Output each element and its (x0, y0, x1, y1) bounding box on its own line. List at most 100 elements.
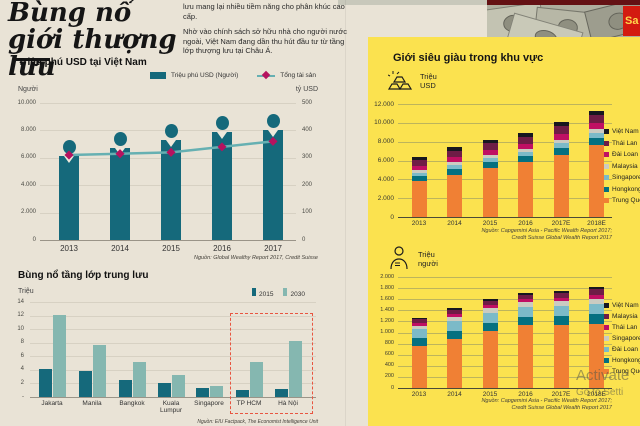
segment-Việt Nam (411, 318, 427, 320)
chartB-unit-label: Triệu người (418, 250, 438, 268)
legend-item-Hongkong: Hongkong (604, 355, 640, 366)
stacked-bar-2018E (589, 287, 604, 388)
legend-swatch-2015 (252, 288, 256, 296)
column-divider (345, 0, 346, 426)
segment-Thái Lan (553, 297, 569, 302)
tick-label: 1.200 (380, 317, 394, 324)
x-label: 2017E (551, 391, 571, 398)
page-title: Bùng nổ giới thượng lưu (8, 0, 183, 81)
stacked-bar-2017E (553, 290, 569, 388)
segment-Malaysia (553, 139, 569, 144)
chart-title-middle-class: Bùng nổ tầng lớp trung lưu (18, 270, 149, 281)
x-label: 2015 (482, 391, 498, 398)
segment-Việt Nam (553, 290, 569, 294)
segment-Việt Nam (553, 121, 569, 127)
legend-swatch (604, 358, 609, 363)
x-label: 2015 (162, 244, 180, 253)
segment-Malaysia (411, 319, 427, 323)
segment-Đài Loan (553, 133, 569, 140)
segment-Việt Nam (518, 293, 533, 295)
wealthy-person-icon (390, 246, 408, 270)
magazine-logo: Sa (623, 6, 640, 36)
legend-item-Singapore: Singapore (604, 172, 640, 184)
diamond-marker-icon (262, 70, 271, 80)
segment-Đài Loan (589, 123, 604, 130)
tick-label: - (22, 393, 24, 400)
segment-Việt Nam (589, 110, 604, 116)
legend-swatch (604, 163, 609, 169)
segment-Hongkong (447, 330, 462, 340)
title-rule (16, 58, 50, 61)
tick-label: 800 (384, 340, 394, 347)
line-marker (268, 136, 278, 146)
tick-label: 1.600 (380, 295, 394, 302)
segment-Việt Nam (447, 147, 462, 151)
legend-item-Thái Lan: Thái Lan (604, 138, 640, 150)
x-label: 2018E (587, 220, 606, 227)
segment-Hongkong (553, 316, 569, 326)
bar-2030 (249, 361, 263, 397)
person-head-icon (266, 114, 280, 129)
bar-2015 (157, 383, 171, 397)
tick-label: 1.400 (380, 306, 394, 313)
segment-Đài Loan (411, 165, 427, 171)
person-head-icon (113, 132, 127, 147)
chart1-right-axis-label: tỷ USD (295, 86, 318, 93)
x-label: 2017E (551, 220, 571, 227)
region-population-legend: Việt Nam Malaysia Thái Lan Singapore Đài Loa… (604, 300, 640, 377)
segment-Thái Lan (482, 305, 498, 309)
segment-Trung Quốc (518, 162, 533, 217)
gridline (30, 315, 316, 317)
total-assets-line (64, 136, 278, 160)
masthead-bar (487, 0, 640, 5)
tick-label: 500 (302, 99, 313, 106)
money-photo (487, 0, 640, 40)
collar-icon (64, 156, 74, 164)
segment-Malaysia (589, 129, 604, 134)
legend-item-Hongkong: Hongkong (604, 184, 640, 196)
stacked-bar-2017E (553, 121, 569, 217)
tick-label: 1.800 (380, 284, 394, 291)
segment-Trung Quốc (482, 167, 498, 217)
bar-2030 (52, 314, 66, 397)
legend-swatch (604, 325, 609, 330)
segment-Thái Lan (589, 115, 604, 124)
tick-label: 300 (302, 154, 313, 161)
person-head-icon (215, 115, 229, 130)
segment-Trung Quốc (411, 346, 427, 388)
gridline (398, 288, 612, 290)
x-label: 2013 (411, 391, 427, 398)
collar-icon (268, 130, 278, 138)
gridline (398, 354, 612, 356)
segment-Singapore (589, 133, 604, 138)
bar-2015 (38, 368, 52, 397)
top-strip (338, 0, 490, 5)
tick-label: 8 (20, 339, 24, 346)
segment-Việt Nam (518, 133, 533, 137)
tick-label: 400 (384, 362, 394, 369)
stacked-bar-2014 (447, 147, 462, 217)
segment-Đài Loan (447, 157, 462, 163)
gridline (398, 321, 612, 323)
segment-Trung Quốc (447, 174, 462, 217)
segment-Việt Nam (411, 157, 427, 161)
bar-2015 (274, 388, 288, 397)
line-marker (217, 142, 227, 152)
line-marker (166, 147, 176, 157)
segment-Singapore (518, 151, 533, 156)
x-label: Singapore (194, 400, 224, 407)
segment-Thái Lan (518, 136, 533, 144)
legend-swatch (604, 129, 609, 135)
segment-Trung Quốc (518, 325, 533, 388)
gridline (398, 310, 612, 312)
x-label: 2014 (447, 220, 462, 227)
region-panel-title: Giới siêu giàu trong khu vực (393, 52, 544, 64)
page-title-line1: Bùng nổ (8, 0, 132, 28)
segment-Đài Loan (518, 143, 533, 149)
intro-paragraph-2: Nhờ vào chính sách sở hữu nhà cho người … (183, 27, 347, 55)
legend-swatch (604, 152, 609, 158)
tick-label: 10 (17, 325, 24, 332)
legend-swatch-2030 (283, 288, 288, 296)
segment-Thái Lan (411, 322, 427, 326)
gold-bars-icon (388, 71, 413, 90)
